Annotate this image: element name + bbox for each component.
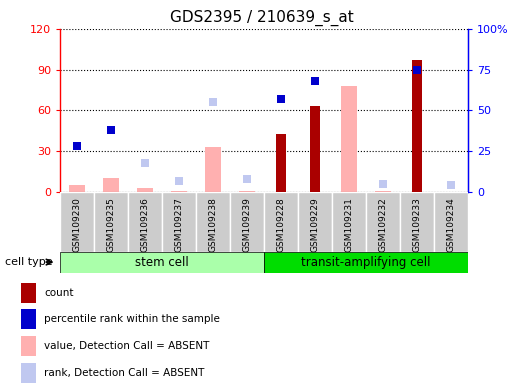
Text: GSM109232: GSM109232 xyxy=(379,197,388,252)
Bar xyxy=(400,192,434,252)
Text: GSM109239: GSM109239 xyxy=(243,197,252,252)
Bar xyxy=(21,336,36,356)
Bar xyxy=(196,192,230,252)
Text: GSM109236: GSM109236 xyxy=(141,197,150,252)
Bar xyxy=(366,192,400,252)
Bar xyxy=(376,190,391,192)
Text: GDS2395 / 210639_s_at: GDS2395 / 210639_s_at xyxy=(169,10,354,26)
Bar xyxy=(60,252,264,273)
Text: GSM109237: GSM109237 xyxy=(175,197,184,252)
Text: stem cell: stem cell xyxy=(135,256,189,268)
Text: GSM109230: GSM109230 xyxy=(73,197,82,252)
Text: count: count xyxy=(44,288,74,298)
Text: GSM109231: GSM109231 xyxy=(345,197,354,252)
Bar xyxy=(21,283,36,303)
Bar xyxy=(276,134,286,192)
Text: GSM109234: GSM109234 xyxy=(447,197,456,252)
Bar xyxy=(138,188,153,192)
Text: GSM109235: GSM109235 xyxy=(107,197,116,252)
Text: transit-amplifying cell: transit-amplifying cell xyxy=(301,256,431,268)
Bar xyxy=(162,192,196,252)
Text: cell type: cell type xyxy=(5,257,53,267)
Bar xyxy=(298,192,332,252)
Text: percentile rank within the sample: percentile rank within the sample xyxy=(44,314,220,324)
Text: GSM109233: GSM109233 xyxy=(413,197,422,252)
Bar xyxy=(104,179,119,192)
Bar xyxy=(172,190,187,192)
Bar xyxy=(264,252,468,273)
Bar xyxy=(310,106,320,192)
Bar xyxy=(70,185,85,192)
Bar xyxy=(412,60,422,192)
Bar xyxy=(342,86,357,192)
Bar xyxy=(206,147,221,192)
Bar xyxy=(230,192,264,252)
Bar xyxy=(128,192,162,252)
Text: value, Detection Call = ABSENT: value, Detection Call = ABSENT xyxy=(44,341,209,351)
Text: GSM109228: GSM109228 xyxy=(277,197,286,252)
Bar xyxy=(60,192,94,252)
Text: GSM109238: GSM109238 xyxy=(209,197,218,252)
Bar xyxy=(332,192,366,252)
Text: rank, Detection Call = ABSENT: rank, Detection Call = ABSENT xyxy=(44,368,204,378)
Bar xyxy=(240,190,255,192)
Bar xyxy=(21,363,36,383)
Text: GSM109229: GSM109229 xyxy=(311,197,320,252)
Bar xyxy=(94,192,128,252)
Bar xyxy=(21,310,36,329)
Bar xyxy=(264,192,298,252)
Bar xyxy=(434,192,468,252)
